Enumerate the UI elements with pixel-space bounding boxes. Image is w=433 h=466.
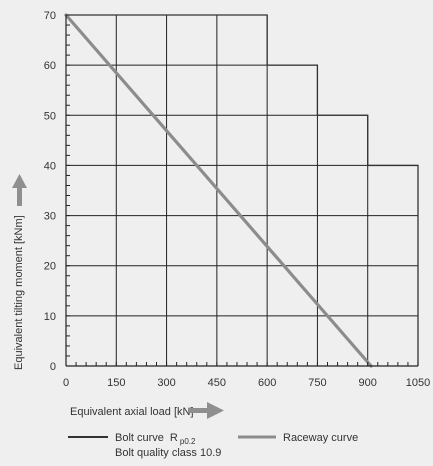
legend-bolt-name: Bolt curve bbox=[115, 432, 164, 444]
x-tick-label: 750 bbox=[308, 377, 326, 389]
y-tick-label: 60 bbox=[44, 60, 56, 72]
bolt-curve-line bbox=[66, 14, 419, 366]
legend-bolt-subscript: p0.2 bbox=[180, 437, 196, 446]
y-axis-title: Equivalent tilting moment [kNm] bbox=[13, 215, 25, 370]
grid bbox=[65, 14, 419, 366]
y-tick-label: 70 bbox=[44, 10, 56, 22]
y-tick-label: 0 bbox=[50, 361, 56, 373]
x-tick-label: 450 bbox=[208, 377, 226, 389]
legend-raceway-label: Raceway curve bbox=[283, 432, 358, 444]
y-tick-label: 10 bbox=[44, 311, 56, 323]
bolt-curve-layer bbox=[66, 14, 419, 366]
x-axis-arrow bbox=[188, 402, 224, 419]
x-tick-labels: 0 150 300 450 600 750 900 1050 bbox=[63, 377, 430, 389]
raceway-curve-line bbox=[64, 13, 373, 368]
y-tick-label: 20 bbox=[44, 261, 56, 273]
axes bbox=[65, 14, 419, 367]
legend-bolt-symbol: R bbox=[170, 432, 178, 444]
y-axis-arrow bbox=[12, 174, 27, 206]
x-tick-label: 600 bbox=[258, 377, 276, 389]
x-axis-title: Equivalent axial load [kN] bbox=[70, 406, 194, 418]
y-tick-label: 30 bbox=[44, 211, 56, 223]
x-tick-label: 900 bbox=[359, 377, 377, 389]
y-tick-label: 40 bbox=[44, 160, 56, 172]
y-tick-labels: 0 10 20 30 40 50 60 70 bbox=[44, 10, 56, 373]
x-tick-label: 0 bbox=[63, 377, 69, 389]
raceway-curve-layer bbox=[64, 13, 373, 368]
legend-bolt-label-line2: Bolt quality class 10.9 bbox=[115, 447, 221, 459]
y-tick-label: 50 bbox=[44, 110, 56, 122]
x-tick-label: 150 bbox=[107, 377, 125, 389]
x-tick-label: 1050 bbox=[406, 377, 430, 389]
x-tick-label: 300 bbox=[157, 377, 175, 389]
